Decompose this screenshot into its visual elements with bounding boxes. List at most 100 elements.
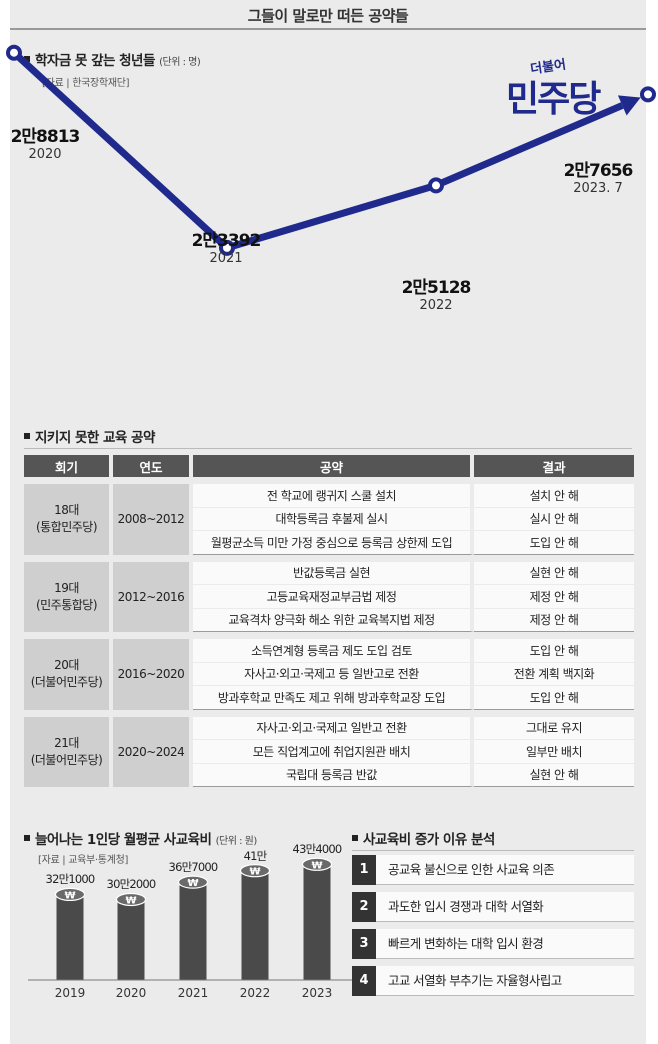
result-cell: 실시 안 해 [474,507,634,531]
pledge-cell: 자사고·외고·국제고 일반고 전환 [193,716,474,740]
bar-category-label: 2022 [239,986,271,1000]
table-header-row: 회기 연도 공약 결과 [24,455,634,477]
bar: ₩ [301,857,333,980]
term-label: 19대 [54,580,79,595]
pledge-cell: 소득연계형 등록금 제도 도입 검토 [193,639,474,663]
reason-text: 고교 서열화 부추기는 자율형사립고 [388,973,562,988]
infographic-page: 그들이 말로만 떠든 공약들 학자금 못 갚는 청년들 (단위 : 명) [자료… [6,0,656,1044]
table-row: 자사고·외고·국제고 등 일반고로 전환 전환 계획 백지화 [24,662,634,686]
result-cell: 제정 안 해 [474,608,634,632]
bar-source: [자료 | 교육부·통계청] [38,855,129,866]
bar-category-label: 2023 [301,986,333,1000]
bar-value-label: 32만1000 [45,872,96,887]
bar-value-label: 30만2000 [106,877,157,892]
term-label: 20대 [54,658,79,673]
result-cell: 전환 계획 백지화 [474,662,634,686]
list-item: 3 빠르게 변화하는 대학 입시 환경 [352,929,634,959]
pledge-cell: 교육격차 양극화 해소 위한 교육복지법 제정 [193,608,474,632]
reason-number: 3 [352,929,376,959]
table-row: 20대 (더불어민주당) 2016~2020 소득연계형 등록금 제도 도입 검토… [24,639,634,710]
point-year: 2020 [28,147,62,162]
page-title: 그들이 말로만 떠든 공약들 [247,7,409,25]
point-value: 2만7656 [563,161,634,181]
result-cell: 실현 안 해 [474,763,634,787]
table-row: 월평균소득 미만 가정 중심으로 등록금 상한제 도입 도입 안 해 [24,531,634,555]
point-value: 2만3392 [191,231,262,251]
reason-text: 빠르게 변화하는 대학 입시 환경 [388,936,544,951]
line-point [219,239,235,256]
bar: ₩ [54,887,86,980]
result-cell: 실현 안 해 [474,561,634,585]
bar-value-label: 36만7000 [168,860,219,875]
table-row: 모든 직업계고에 취업지원관 배치 일부만 배치 [24,740,634,764]
line-point [6,44,22,61]
list-item: 1 공교육 불신으로 인한 사교육 의존 [352,855,634,885]
result-cell: 도입 안 해 [474,686,634,710]
bullet-icon [24,433,30,439]
year-cell: 2012~2016 [113,561,193,632]
reason-number: 1 [352,855,376,885]
point-label-2022: 2만5128 2022 [396,273,476,313]
line-arrowhead [617,95,641,116]
header-pledge: 공약 [193,455,474,477]
point-year: 2023. 7 [573,181,623,196]
result-cell: 설치 안 해 [474,484,634,508]
pledge-cell: 대학등록금 후불제 실시 [193,507,474,531]
reason-number: 4 [352,966,376,996]
result-cell: 제정 안 해 [474,585,634,609]
party-logo: 더불어 민주당 [506,56,626,120]
reasons-list: 1 공교육 불신으로 인한 사교육 의존 2 과도한 입시 경쟁과 대학 서열화… [352,855,634,1003]
year-cell: 2020~2024 [113,716,193,787]
table-row: 19대 (민주통합당) 2012~2016 반값등록금 실현 실현 안 해 [24,561,634,632]
line-unit: (단위 : 명) [159,57,201,68]
point-year: 2021 [209,251,243,266]
won-icon: ₩ [187,878,198,889]
table-row: 교육격차 양극화 해소 위한 교육복지법 제정 제정 안 해 [24,608,634,632]
point-value: 2만8813 [10,127,81,147]
table-title-text: 지키지 못한 교육 공약 [35,430,155,446]
bar-value-label: 41만 [243,848,268,863]
table-row: 18대 (통합민주당) 2008~2012 전 학교에 랭귀지 스쿨 설치 설치 … [24,484,634,555]
point-label-2021: 2만3392 2021 [186,226,266,266]
party-label: (더불어민주당) [30,675,103,690]
reason-text: 과도한 입시 경쟁과 대학 서열화 [388,899,544,914]
pledge-table: 회기 연도 공약 결과 18대 (통합민주당) 2008~2012 전 학교에 랭… [24,455,634,787]
pledge-cell: 전 학교에 랭귀지 스쿨 설치 [193,484,474,508]
table-divider [24,448,632,449]
bullet-icon [24,56,30,62]
bullet-icon [352,835,358,841]
pledge-cell: 국립대 등록금 반값 [193,763,474,787]
table-row: 고등교육재정교부금법 제정 제정 안 해 [24,585,634,609]
point-label-2020: 2만8813 2020 [8,122,82,162]
reasons-title-text: 사교육비 증가 이유 분석 [363,832,495,848]
bar-category-label: 2021 [177,986,209,1000]
point-year: 2022 [419,298,453,313]
reason-number: 2 [352,892,376,922]
term-cell: 20대 (더불어민주당) [24,639,113,710]
bar-chart: ₩ ₩ ₩ ₩ ₩ [28,857,354,981]
reasons-divider [352,850,634,851]
won-icon: ₩ [125,895,136,906]
point-label-2023: 2만7656 2023. 7 [558,156,638,196]
result-cell: 도입 안 해 [474,639,634,663]
logo-big-text: 민주당 [506,79,601,120]
table-row: 국립대 등록금 반값 실현 안 해 [24,763,634,787]
header-year: 연도 [113,455,193,477]
line-point [428,177,444,194]
year-cell: 2016~2020 [113,639,193,710]
pledge-cell: 반값등록금 실현 [193,561,474,585]
bar: ₩ [115,892,147,980]
bar-category-label: 2019 [54,986,86,1000]
term-cell: 21대 (더불어민주당) [24,716,113,787]
year-cell: 2008~2012 [113,484,193,555]
bar-value-label: 43만4000 [292,842,343,857]
line-series [11,50,624,252]
result-cell: 일부만 배치 [474,740,634,764]
pledge-cell: 월평균소득 미만 가정 중심으로 등록금 상한제 도입 [193,531,474,555]
point-value: 2만5128 [401,278,472,298]
pledge-cell: 자사고·외고·국제고 등 일반고로 전환 [193,662,474,686]
line-section-title: 학자금 못 갚는 청년들 (단위 : 명) [24,49,201,69]
pledge-cell: 고등교육재정교부금법 제정 [193,585,474,609]
won-icon: ₩ [64,890,75,901]
line-chart [6,44,656,256]
